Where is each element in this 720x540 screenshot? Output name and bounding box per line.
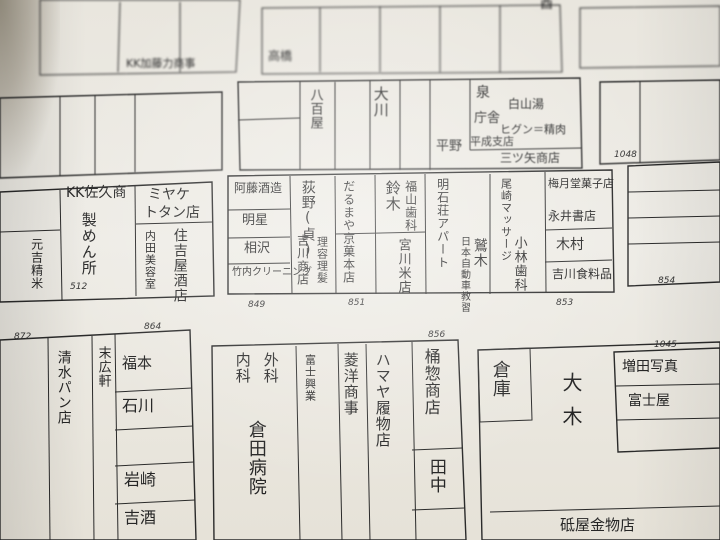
- label-fuji-kogyo: 富士興業: [303, 354, 317, 402]
- lot-number: 851: [348, 298, 366, 308]
- book-binding-shadow: [0, 0, 60, 180]
- label-ozaki: 尾崎マッサージ: [499, 178, 513, 262]
- label-takahashi: 高橋: [268, 49, 293, 63]
- lot-number: 1045: [654, 340, 677, 350]
- label-hakusan-yu: 白山湯: [508, 97, 545, 111]
- label-izumi: 泉: [476, 85, 490, 101]
- label-aizawa: 相沢: [244, 241, 271, 256]
- lot-number: 864: [144, 322, 162, 332]
- label-tanaka: 田中: [425, 458, 446, 494]
- label-uchida: 内田美容室: [143, 230, 157, 290]
- lot-number: 512: [70, 282, 88, 292]
- label-ryoyo: 菱洋商事: [341, 352, 360, 416]
- label-kurata-byoin: 倉田病院: [245, 420, 267, 496]
- label-shimizu-pan: 清水パン店: [55, 350, 72, 425]
- label-yaoya: 八百屋: [307, 88, 323, 130]
- label-akashiso: 明石荘アパート: [435, 178, 450, 269]
- label-yoshisake: 吉酒: [124, 508, 157, 527]
- label-yoshikawa: 吉川商店: [295, 234, 310, 286]
- label-toya-kanamono: 砥屋金物店: [560, 516, 636, 534]
- label-ato-shuzo: 阿藤酒造: [234, 181, 283, 195]
- lot-number: 856: [428, 330, 446, 340]
- label-kobayashi: 小林歯科: [511, 236, 527, 292]
- lot-number: 1048: [614, 150, 637, 160]
- label-geka: 外科: [261, 352, 280, 384]
- label-heisei: 平成支店: [470, 135, 514, 148]
- label-miyakawa: 宮川米店: [395, 238, 411, 294]
- label-riyo: 理容理髪: [315, 236, 329, 284]
- label-okawa: 大川: [371, 86, 390, 118]
- lot-number: 849: [248, 300, 266, 310]
- label-kimura: 木村: [556, 237, 584, 253]
- label-baigetsudo: 梅月堂菓子店: [548, 177, 614, 190]
- label-darumaya: だるまや京菓本店: [341, 180, 356, 284]
- label-ishikawa: 石川: [122, 396, 155, 415]
- label-naika: 内科: [233, 352, 252, 384]
- label-chosha: 庁舎: [474, 111, 501, 126]
- label-hamaya: ハマヤ履物店: [373, 352, 392, 448]
- label-higun: ヒグン＝精肉: [500, 123, 566, 136]
- label-okeso: 桶惣商店: [421, 348, 441, 416]
- label-jidosha: 日本自動車教習: [458, 236, 470, 313]
- label-miyake: ミヤケ: [148, 187, 190, 203]
- label-kk-sakusho: KK佐久商: [66, 185, 127, 201]
- label-fukuyama: 福山歯科: [403, 180, 418, 232]
- label-soko: 倉庫: [489, 360, 511, 398]
- label-hirano: 平野: [436, 139, 463, 154]
- label-iwasaki: 岩崎: [124, 470, 157, 489]
- label-mitsuya: 三ツ矢商店: [500, 151, 561, 165]
- label-oki: 大木: [559, 372, 583, 440]
- label-suzuki: 鈴木: [383, 180, 402, 212]
- lot-number: 853: [556, 298, 574, 308]
- label-myojo: 明星: [242, 213, 269, 228]
- page-header: 酉: [540, 0, 554, 12]
- label-seimenjo: 製めん所: [79, 212, 98, 276]
- lot-number: 854: [658, 276, 676, 286]
- label-nagai: 永井書店: [548, 209, 597, 223]
- label-suehiroken: 末広軒: [95, 346, 111, 388]
- lot-number: 872: [14, 332, 32, 342]
- label-totan: トタン店: [144, 205, 200, 221]
- label-sumiyoshi: 住吉屋酒店: [171, 228, 188, 303]
- label-motoyoshi: 元吉精米: [29, 238, 44, 290]
- label-kk-kato: KK加藤力商事: [126, 57, 196, 70]
- label-yoshikawa-shokuryo: 吉川食料品: [552, 267, 613, 281]
- label-washiki: 鷲木: [471, 238, 488, 268]
- label-masuda-photo: 増田写真: [622, 359, 678, 375]
- label-fujiya: 富士屋: [628, 393, 670, 409]
- label-fukumoto: 福本: [122, 354, 153, 372]
- label-ogino: 荻野(貞): [299, 180, 316, 259]
- label-takeuchi: 竹内クリーニング: [232, 267, 312, 278]
